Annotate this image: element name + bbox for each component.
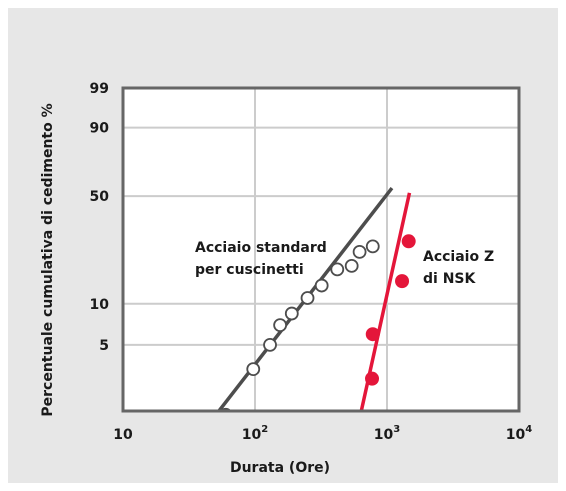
data-point-series-1 [401,234,416,249]
data-point-series-0 [246,362,261,377]
x-tick-labels: 10 102 103 104 [113,424,532,443]
data-points [219,234,416,411]
data-point-series-0 [365,239,380,254]
x-tick-label: 10 [113,427,133,443]
data-point-series-0 [330,262,345,277]
annotation-standard-steel: Acciaio standard per cuscinetti [195,240,332,278]
x-tick-label: 104 [506,424,532,443]
data-point-series-1 [365,371,380,386]
data-point-series-1 [395,274,410,289]
plot-frame [121,86,521,413]
y-tick-label: 99 [90,81,109,97]
fit-line-series-0 [216,187,394,411]
data-point-series-0 [263,338,277,352]
y-tick-label: 50 [90,189,110,205]
y-tick-labels: 5 10 50 90 99 [90,81,110,354]
y-tick-label: 10 [90,297,110,313]
data-point-series-0 [352,244,367,259]
data-point-series-0 [344,258,359,273]
data-point-series-0 [284,306,299,321]
y-tick-label: 90 [90,121,110,137]
annotation-line: Acciaio standard [195,240,327,256]
x-axis-label: Durata (Ore) [230,460,330,476]
data-point-series-0 [314,278,329,293]
y-axis-label: Percentuale cumulativa di cedimento % [40,103,56,416]
data-point-series-1 [365,327,380,342]
x-tick-label: 103 [374,424,400,443]
x-tick-label: 102 [242,424,268,443]
data-point-series-0 [273,318,288,332]
annotation-line: di NSK [423,271,476,287]
y-tick-label: 5 [99,338,109,354]
data-point-series-0 [300,291,315,305]
annotation-line: per cuscinetti [195,262,304,278]
annotation-z-steel: Acciaio Z di NSK [423,249,499,287]
annotation-line: Acciaio Z [423,249,494,265]
plot-area [123,88,519,411]
